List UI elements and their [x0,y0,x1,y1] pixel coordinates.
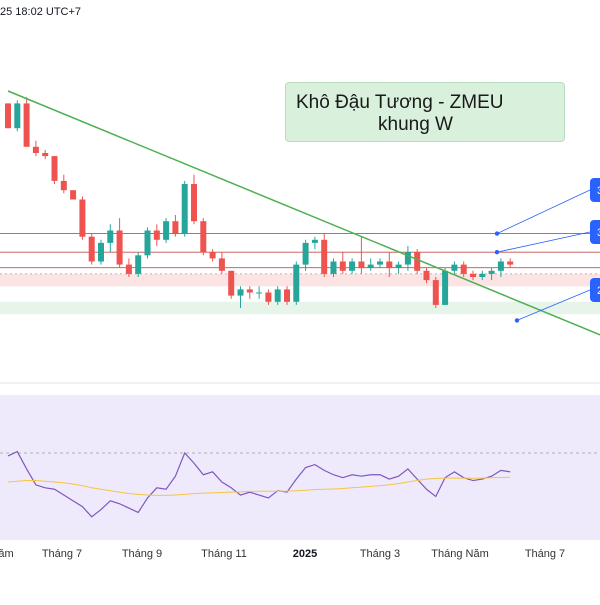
candle-body [377,261,383,265]
candle-body [451,264,458,271]
candle-body [349,261,356,271]
candle-body [32,146,39,153]
candle-body [172,221,179,234]
candle-body [144,230,151,256]
candle-body [42,153,49,157]
candle-body [153,230,160,240]
rsi-ma-line [7,476,511,496]
candle-body [23,103,30,147]
candle-body [14,103,21,129]
candle-body [246,289,253,293]
trendline [7,90,600,336]
candle-body [284,289,290,302]
candle-body [70,190,77,200]
candle-body [51,156,58,181]
x-tick-label: Năm [0,548,14,560]
candle-body [330,261,337,274]
annotation-line-2: khung W [378,114,453,135]
x-tick-label: Tháng 9 [121,548,163,560]
price-badge [590,178,600,202]
candle-body [497,261,504,271]
candle-body [256,292,263,294]
candle-body [293,264,300,302]
candle-body [209,252,216,259]
candle-body [507,261,514,265]
candle-body [386,261,393,268]
candle-body [237,289,244,296]
candle-body [302,242,309,265]
x-tick-label: Tháng 7 [524,548,566,560]
x-tick-label-year: 2025 [292,548,318,560]
annotation-box[interactable]: Khô Đậu Tương - ZMEU khung W [285,82,565,142]
pointer-line [496,189,591,234]
x-tick-label: Tháng 3 [359,548,401,560]
price-badge [590,220,600,244]
price-badge-label: 2 [597,285,600,297]
candle-body [181,184,188,234]
candle-body [367,264,374,268]
candle-body [163,221,170,240]
candle-body [274,289,281,302]
candle-body [60,180,67,191]
candle-body [432,280,439,305]
price-badge [590,278,600,302]
candle-body [107,230,114,243]
candle-body [135,255,142,274]
candle-body [5,103,11,129]
candle-body [488,270,495,274]
candle-body [404,252,411,265]
candle-body [228,270,235,296]
candle-body [414,252,421,271]
candle-body [311,239,318,243]
candle-body [460,264,467,274]
candle-body [125,264,132,274]
rsi-line [7,450,511,518]
candle-body [79,199,86,237]
price-zone [0,301,600,315]
candle-body [116,230,123,265]
candle-body [339,261,346,271]
chart-header: 25 18:02 UTC+7 [0,6,82,18]
pointer-dot [494,250,500,255]
candle-body [442,270,449,305]
pointer-dot [494,231,500,236]
price-zone [0,273,600,287]
candle-body [98,242,104,262]
candle-body [423,270,430,281]
x-tick-label: Tháng Năm [431,548,489,560]
x-tick-label: Tháng 11 [201,548,247,560]
annotation-line-1: Khô Đậu Tương - ZMEU [296,92,504,113]
pointer-dot [514,318,520,323]
x-tick-label: Tháng 7 [41,548,83,560]
indicator-pane [0,395,600,540]
candle-body [395,264,402,268]
candle-body [88,236,95,262]
pointer-line [496,231,591,253]
candle-body [265,292,272,302]
candle-body [358,261,365,268]
candle-body [200,221,207,253]
x-axis[interactable]: Năm Tháng 7 Tháng 9 Tháng 11 2025 Tháng … [0,540,600,564]
price-badge-label: 3 [597,227,600,239]
price-badge-label: 3 [597,185,600,197]
candle-body [191,184,197,222]
candle-body [218,258,225,271]
candle-body [321,239,328,274]
candle-body [479,273,486,277]
pointer-line [516,289,591,321]
candle-body [470,273,476,277]
